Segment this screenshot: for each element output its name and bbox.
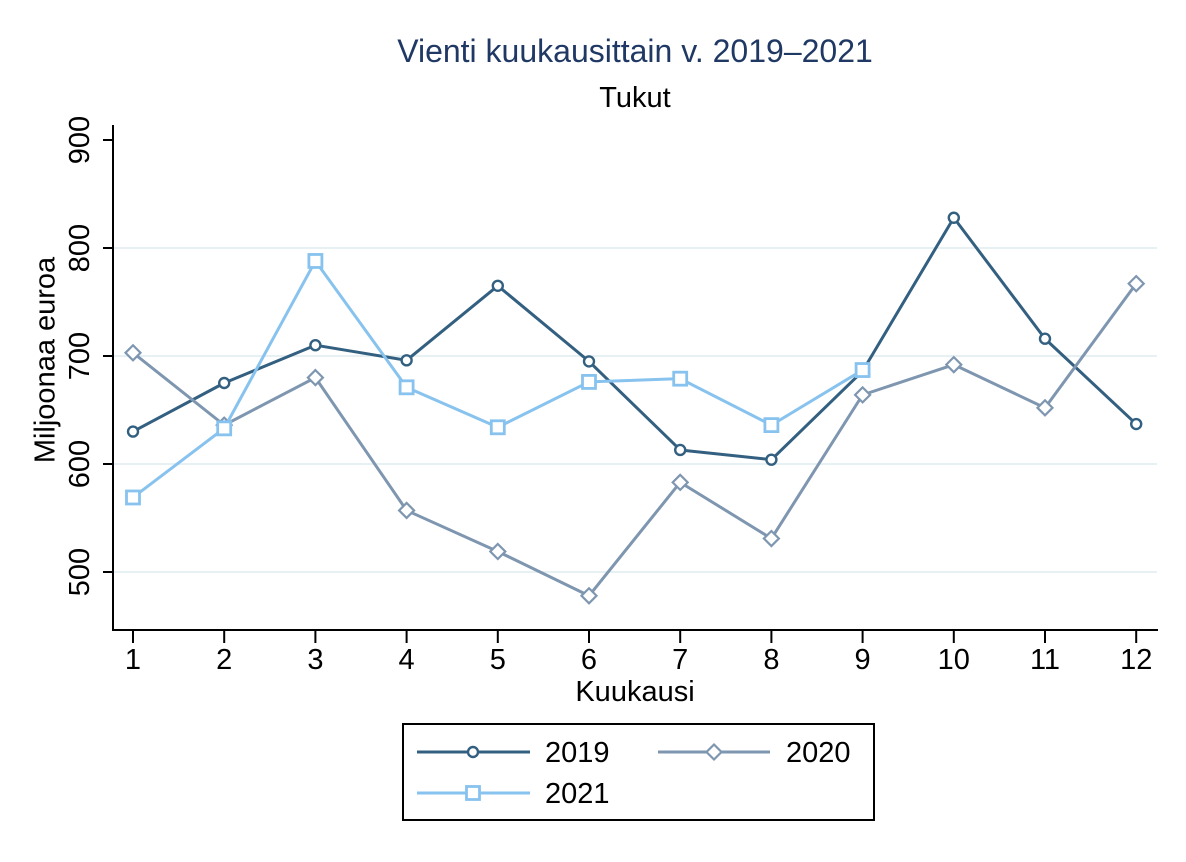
x-tick-label: 6 xyxy=(581,644,597,676)
data-point-circle xyxy=(765,453,778,466)
data-point-circle xyxy=(466,745,480,759)
y-tick-label: 800 xyxy=(64,224,96,272)
data-point-square xyxy=(854,362,871,378)
data-point-diamond xyxy=(944,355,963,374)
data-point-diamond xyxy=(123,343,143,362)
x-tick-label: 10 xyxy=(938,644,970,676)
data-point-diamond xyxy=(704,742,724,762)
data-point-circle xyxy=(491,279,504,292)
data-point-square xyxy=(465,785,481,801)
legend-label: 2021 xyxy=(545,778,610,810)
legend-entry-2020: 2020 xyxy=(658,737,851,769)
data-point-diamond xyxy=(306,368,325,387)
x-tick-label: 12 xyxy=(1120,644,1152,676)
x-tick-label: 3 xyxy=(307,644,323,676)
series-2019 xyxy=(126,211,1143,466)
series-2020 xyxy=(123,274,1146,605)
data-point-diamond xyxy=(488,542,507,561)
data-point-circle xyxy=(1038,332,1052,345)
x-tick-label: 1 xyxy=(125,644,141,676)
x-axis-label: Kuukausi xyxy=(575,676,695,708)
x-tick-label: 8 xyxy=(763,644,779,676)
x-tick-label: 9 xyxy=(855,644,871,676)
data-point-diamond xyxy=(1127,274,1146,293)
x-tick-label: 11 xyxy=(1030,644,1060,676)
data-point-diamond xyxy=(762,529,781,548)
data-point-circle xyxy=(400,354,413,367)
data-point-square xyxy=(581,374,597,390)
data-point-diamond xyxy=(1035,398,1055,417)
legend-box xyxy=(402,723,875,821)
legend-entry-2019: 2019 xyxy=(417,737,610,769)
data-point-diamond xyxy=(579,586,599,605)
chart-title: Vienti kuukausittain v. 2019–2021 xyxy=(397,33,873,69)
x-tick-label: 2 xyxy=(216,644,232,676)
data-point-circle xyxy=(582,355,596,368)
series-line-2021 xyxy=(131,259,865,499)
series-line-2020 xyxy=(131,282,1138,598)
y-tick-label: 500 xyxy=(64,548,96,596)
data-point-square xyxy=(672,370,689,387)
gridlines xyxy=(114,247,1157,573)
y-tick-label: 700 xyxy=(64,332,96,380)
legend-label: 2020 xyxy=(786,737,851,769)
data-point-square xyxy=(307,253,324,269)
y-tick-label: 900 xyxy=(64,116,96,164)
data-point-diamond xyxy=(671,473,690,492)
data-point-circle xyxy=(309,339,322,352)
series-2021 xyxy=(125,253,871,506)
x-tick-label: 5 xyxy=(490,644,506,676)
data-point-circle xyxy=(126,425,140,438)
legend: 2019 2020 2021 xyxy=(402,723,875,821)
data-point-square xyxy=(125,489,141,506)
chart-subtitle: Tukut xyxy=(599,82,671,114)
data-point-diamond xyxy=(397,501,416,520)
data-point-diamond xyxy=(853,385,872,404)
data-point-square xyxy=(763,417,780,434)
y-tick-label: 600 xyxy=(64,440,96,488)
data-point-circle xyxy=(217,376,231,390)
x-tick-label: 7 xyxy=(672,644,688,676)
y-axis-label: Miljoonaa euroa xyxy=(29,256,62,464)
data-point-square xyxy=(216,420,233,437)
series-line-2019 xyxy=(131,216,1138,462)
data-point-circle xyxy=(1129,417,1143,431)
data-point-square xyxy=(489,419,506,436)
data-point-square xyxy=(398,379,415,396)
data-point-circle xyxy=(947,211,960,224)
legend-label: 2019 xyxy=(545,737,610,769)
legend-entry-2021: 2021 xyxy=(417,778,610,810)
x-tick-label: 4 xyxy=(399,644,415,676)
data-point-circle xyxy=(674,443,687,457)
